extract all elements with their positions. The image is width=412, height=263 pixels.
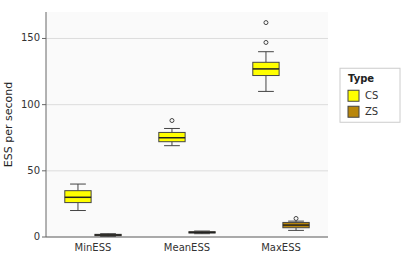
grid-line — [46, 170, 328, 171]
flier — [264, 40, 268, 44]
box — [189, 232, 215, 233]
y-tick — [42, 237, 46, 238]
marks — [65, 21, 309, 237]
box — [283, 222, 309, 227]
x-tick-label: MinESS — [75, 242, 112, 253]
box — [65, 191, 91, 203]
box — [253, 62, 279, 75]
box — [159, 132, 185, 141]
median — [159, 137, 185, 139]
median — [95, 234, 121, 236]
y-tick-label: 100 — [21, 99, 40, 110]
whisker-cap-low — [288, 230, 304, 231]
y-tick — [42, 170, 46, 171]
legend-swatch — [348, 90, 359, 101]
whisker-high — [265, 52, 266, 63]
y-tick-label: 0 — [34, 231, 40, 242]
y-tick — [42, 38, 46, 39]
median — [253, 68, 279, 70]
flier — [294, 216, 298, 220]
whisker-cap-low — [258, 91, 274, 92]
whisker-cap-high — [164, 128, 180, 129]
grid-line — [46, 237, 328, 238]
grid-line — [46, 104, 328, 105]
y-axis-label: ESS per second — [2, 82, 15, 167]
whisker-cap-high — [258, 51, 274, 52]
y-axis-line — [46, 12, 47, 237]
x-tick-label: MeanESS — [164, 242, 210, 253]
y-tick-label: 50 — [27, 165, 40, 176]
grid-line — [46, 38, 328, 39]
axes: 0 50 100 150 MinESS MeanESS MaxESS — [21, 12, 328, 253]
box — [95, 234, 121, 235]
legend-frame — [340, 68, 400, 122]
whisker-low — [265, 76, 266, 92]
series-cs — [65, 21, 279, 211]
whisker-low — [171, 142, 172, 146]
whisker-high — [77, 184, 78, 191]
x-axis-line — [46, 237, 328, 238]
median — [65, 197, 91, 199]
y-tick-label: 150 — [21, 32, 40, 43]
legend-label: ZS — [365, 106, 378, 117]
whisker-cap-low — [164, 145, 180, 146]
whisker-high — [171, 128, 172, 132]
series-zs — [95, 216, 309, 236]
plot-background — [46, 12, 328, 237]
y-tick — [42, 104, 46, 105]
legend-label: CS — [365, 90, 378, 101]
flier — [264, 21, 268, 25]
flier — [170, 119, 174, 123]
median — [283, 224, 309, 226]
grid — [46, 38, 328, 237]
whisker-low — [77, 203, 78, 211]
legend-title: Type — [348, 73, 374, 84]
median — [189, 232, 215, 234]
legend-swatch — [348, 106, 359, 117]
whisker-cap-low — [70, 210, 86, 211]
legend: Type CS ZS — [340, 68, 400, 122]
x-tick-label: MaxESS — [261, 242, 301, 253]
chart: 0 50 100 150 MinESS MeanESS MaxESS ESS per seco… — [0, 0, 412, 263]
whisker-cap-high — [70, 184, 86, 185]
